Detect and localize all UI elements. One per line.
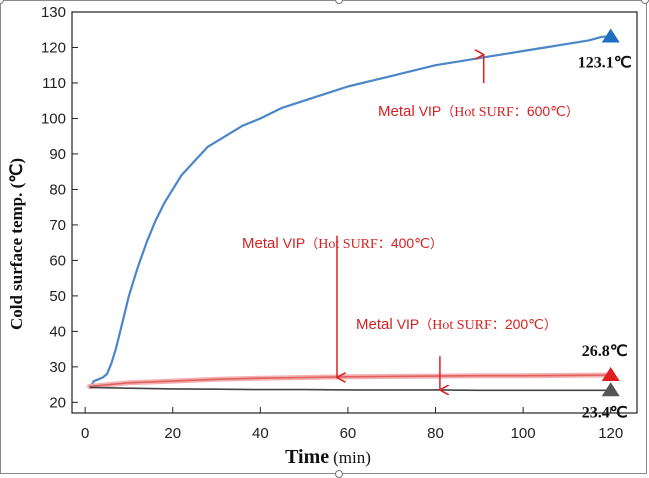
plot-area-frame xyxy=(71,11,638,414)
x-tick-label: 20 xyxy=(164,425,181,442)
endpoint-marker-200c xyxy=(601,382,620,397)
y-tick-label: 30 xyxy=(49,359,66,376)
annotation-vip: VIP xyxy=(283,235,306,251)
y-tick-label: 70 xyxy=(49,217,66,234)
y-tick-label: 100 xyxy=(41,110,66,127)
x-tick-label: 100 xyxy=(511,425,536,442)
axes: 20 30 40 50 60 70 80 90 100 110 120 130 0 20 40 60 80 100… xyxy=(41,4,638,442)
annotation-rparen: ） xyxy=(566,104,579,119)
series-lines xyxy=(87,35,614,392)
series-line-400c xyxy=(89,374,611,388)
x-tick-label: 60 xyxy=(340,425,357,442)
annotation-colon: ： xyxy=(514,104,527,119)
annotation-lparen: （ xyxy=(305,236,318,251)
annotation-hot: Hot SURF xyxy=(432,318,492,333)
x-axis-title: Time xyxy=(285,446,329,468)
y-tick-label: 20 xyxy=(49,394,66,411)
annotation-hot: Hot SURF xyxy=(318,237,378,252)
endpoint-label: 123.1℃ xyxy=(578,54,632,71)
endpoint-markers: 123.1℃ 26.8℃ 23.4℃ xyxy=(578,28,632,421)
y-axis-label: Cold surface temp. (℃) xyxy=(7,158,26,330)
annotation-metal: Metal xyxy=(378,103,415,120)
annotation-vip: VIP xyxy=(397,316,420,332)
annotation-label: Metal VIP（Hot SURF：400℃） xyxy=(242,235,443,252)
endpoint-marker-400c xyxy=(601,367,620,382)
y-tick-label: 130 xyxy=(41,4,66,21)
annotation-label: Metal VIP（Hot SURF：600℃） xyxy=(378,103,579,120)
annotation-vip: VIP xyxy=(419,103,442,119)
annotation-rparen: ） xyxy=(544,317,557,332)
y-tick-label: 60 xyxy=(49,252,66,269)
annotation-metal: Metal xyxy=(242,235,279,252)
annotations: Metal VIP（Hot SURF：600℃）Metal VIP（Hot SURF… xyxy=(242,55,579,390)
annotation-colon: ： xyxy=(492,317,505,332)
x-tick-label: 120 xyxy=(598,425,623,442)
x-tick-label: 40 xyxy=(252,425,269,442)
endpoint-label: 23.4℃ xyxy=(582,404,628,421)
annotation-temp: 200℃ xyxy=(505,316,544,332)
x-tick-label: 80 xyxy=(427,425,444,442)
y-tick-label: 120 xyxy=(41,39,66,56)
annotation-rparen: ） xyxy=(430,236,443,251)
y-tick-label: 110 xyxy=(42,75,66,92)
annotation-temp: 400℃ xyxy=(391,235,430,251)
series-line-200c xyxy=(89,386,611,392)
annotation-colon: ： xyxy=(378,236,391,251)
x-axis-unit: (min) xyxy=(333,448,371,467)
y-tick-label: 80 xyxy=(49,181,66,198)
annotation-lparen: （ xyxy=(419,317,432,332)
endpoint-marker-600c xyxy=(601,28,620,43)
endpoint-label: 26.8℃ xyxy=(582,343,628,360)
y-tick-label: 90 xyxy=(49,146,66,163)
y-tick-label: 40 xyxy=(49,323,66,340)
annotation-label: Metal VIP（Hot SURF：200℃） xyxy=(356,316,557,333)
x-tick-label: 0 xyxy=(81,425,89,442)
y-tick-label: 50 xyxy=(49,288,66,305)
annotation-temp: 600℃ xyxy=(527,103,566,119)
annotation-metal: Metal xyxy=(356,316,393,333)
x-axis-label: Time (min) xyxy=(285,446,371,468)
series-line-600c xyxy=(88,35,611,389)
annotation-hot: Hot SURF xyxy=(454,105,514,120)
annotation-lparen: （ xyxy=(441,104,454,119)
